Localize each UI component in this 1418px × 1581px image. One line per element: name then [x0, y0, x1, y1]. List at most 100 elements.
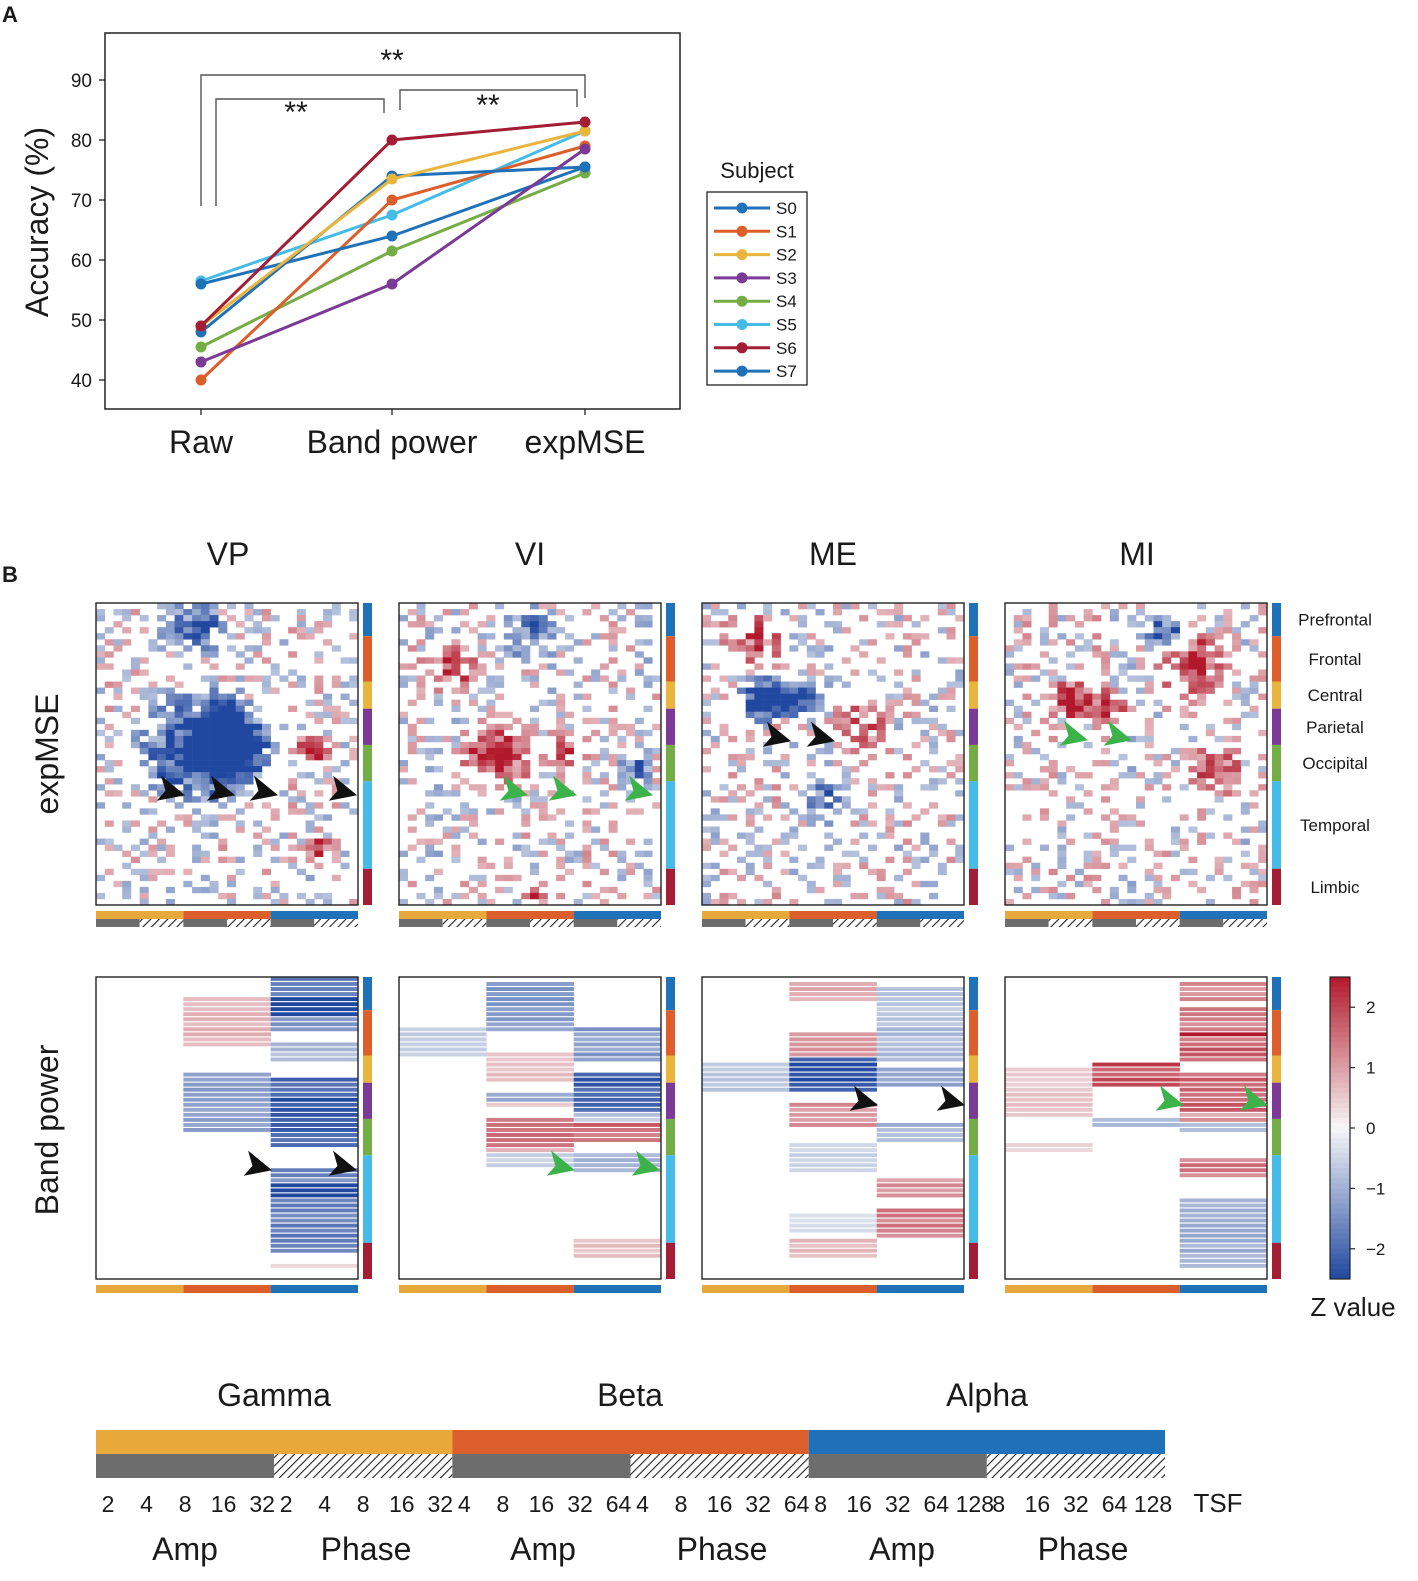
data-point-s6 [579, 116, 591, 128]
heatmap-cell [235, 790, 245, 797]
colorbar-step [1330, 1128, 1350, 1134]
band-bar-alpha [1179, 1285, 1267, 1293]
heatmap-cell [719, 621, 729, 628]
heatmap-cell [894, 717, 904, 725]
heatmap-cell [349, 717, 359, 725]
heatmap-cell [468, 808, 478, 815]
tsf-tick-label: 16 [707, 1491, 733, 1517]
heatmap-cell [710, 609, 720, 616]
heatmap-cell [1232, 633, 1242, 640]
heatmap-cell [1031, 868, 1041, 876]
heatmap-cell [841, 772, 851, 779]
heatmap-cell [859, 814, 869, 821]
heatmap-cell [192, 693, 202, 700]
heatmap-cell [1205, 760, 1215, 767]
region-segment [969, 681, 978, 709]
heatmap-cell [495, 711, 505, 719]
heatmap-cell [1214, 754, 1224, 761]
heatmap-cell [902, 711, 912, 719]
heatmap-cell [1240, 621, 1250, 628]
heatmap-cell [1127, 615, 1137, 622]
heatmap-cell [894, 784, 904, 791]
colorbar-step [1330, 1097, 1350, 1104]
heatmap-cell [876, 1002, 965, 1007]
heatmap-cell [270, 844, 280, 851]
heatmap-cell [780, 693, 790, 700]
heatmap-cell [1022, 633, 1032, 640]
heatmap-cell [1039, 766, 1049, 773]
heatmap-cell [1179, 814, 1189, 821]
heatmap-cell [850, 645, 860, 652]
heatmap-cell [183, 1022, 271, 1027]
band-label: Alpha [946, 1377, 1028, 1413]
heatmap-cell [1144, 729, 1154, 737]
heatmap-cell [521, 735, 531, 743]
heatmap-cell [911, 639, 921, 646]
heatmap-cell [652, 778, 662, 785]
heatmap-cell [1214, 669, 1224, 676]
heatmap-cell [591, 603, 601, 610]
heatmap-cell [468, 747, 478, 755]
heatmap-cell [460, 645, 470, 652]
heatmap-cell [841, 802, 851, 809]
heatmap-cell [296, 633, 306, 640]
heatmap-cell [946, 603, 956, 610]
heatmap-cell [547, 627, 557, 634]
heatmap-cell [806, 675, 816, 682]
heatmap-cell [270, 1122, 359, 1127]
heatmap-cell [261, 681, 271, 688]
heatmap-cell [477, 892, 487, 900]
heatmap-cell [771, 892, 781, 900]
heatmap-cell [1039, 633, 1049, 640]
heatmap-cell [850, 850, 860, 857]
heatmap-cell [460, 675, 470, 682]
heatmap-cell [323, 754, 333, 761]
heatmap-cell [538, 814, 548, 821]
heatmap-cell [780, 699, 790, 706]
heatmap-cell [200, 651, 210, 658]
heatmap-cell [218, 723, 228, 731]
heatmap-cell [270, 1238, 359, 1243]
heatmap-cell [859, 760, 869, 767]
heatmap-cell [841, 729, 851, 737]
heatmap-cell [876, 1077, 965, 1082]
heatmap-cell [1179, 705, 1189, 713]
heatmap-cell [1092, 862, 1102, 870]
heatmap-cell [174, 760, 184, 767]
heatmap-cell [1022, 814, 1032, 821]
heatmap-cell [425, 747, 435, 755]
heatmap-cell [477, 663, 487, 670]
heatmap-cell [1144, 735, 1154, 743]
heatmap-cell [798, 814, 808, 821]
heatmap-cell [789, 741, 799, 749]
heatmap-cell [1109, 651, 1119, 658]
heatmap-cell [1170, 766, 1180, 773]
heatmap-cell [148, 693, 158, 700]
heatmap-cell [340, 760, 350, 767]
heatmap-cell [477, 717, 487, 725]
heatmap-cell [296, 681, 306, 688]
heatmap-cell [122, 802, 132, 809]
heatmap-cell [556, 862, 566, 870]
heatmap-cell [1197, 699, 1207, 706]
heatmap-cell [104, 766, 114, 773]
heatmap-cell [270, 856, 280, 864]
heatmap-cell [824, 760, 834, 767]
heatmap-cell [894, 645, 904, 652]
heatmap-cell [399, 681, 409, 688]
heatmap-cell [148, 711, 158, 719]
heatmap-cell [538, 898, 548, 906]
heatmap-cell [261, 868, 271, 876]
heatmap-cell [599, 754, 609, 761]
heatmap-cell [754, 874, 764, 882]
heatmap-cell [227, 645, 237, 652]
heatmap-cell [876, 886, 886, 894]
heatmap-cell [209, 705, 219, 713]
heatmap-cell [617, 675, 627, 682]
heatmap-cell [780, 832, 790, 839]
heatmap-cell [556, 723, 566, 731]
heatmap-cell [1249, 645, 1259, 652]
heatmap-cell [1005, 1112, 1093, 1117]
heatmap-cell [530, 633, 540, 640]
heatmap-cell [1188, 657, 1198, 664]
